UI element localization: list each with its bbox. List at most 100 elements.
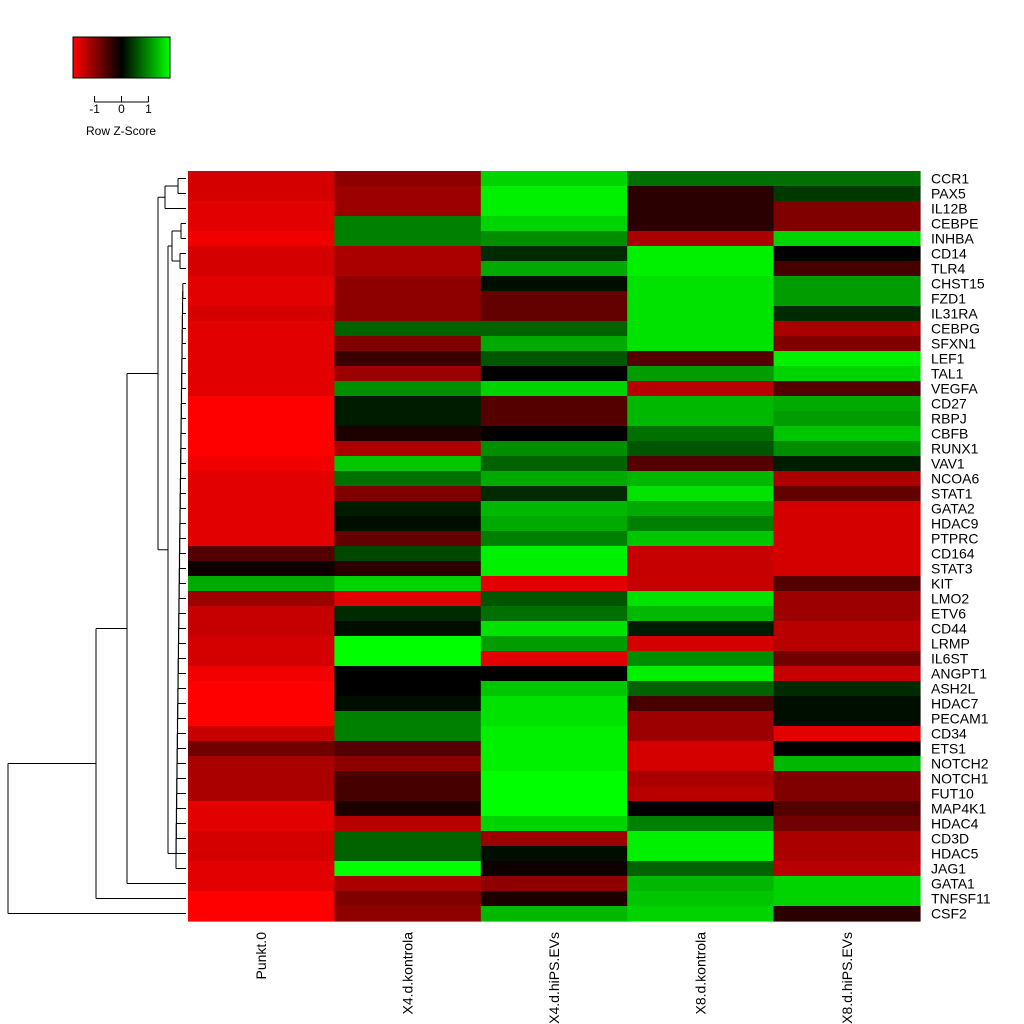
heatmap-cell [334, 366, 482, 382]
heatmap-cell [773, 576, 921, 592]
heatmap-cell [480, 321, 628, 337]
heatmap-cell [334, 711, 482, 727]
heatmap-cell [627, 891, 775, 907]
heatmap-cell [188, 546, 335, 562]
column-label: X8.d.hiPS.EVs [839, 932, 855, 1024]
heatmap-cell [773, 516, 921, 532]
heatmap-cell [188, 336, 335, 352]
heatmap-cell [627, 366, 775, 382]
heatmap-cell [627, 201, 775, 217]
heatmap-cell [480, 426, 628, 442]
heatmap-cell [480, 261, 628, 277]
heatmap-cell [773, 201, 921, 217]
row-label: VEGFA [931, 381, 978, 397]
heatmap-cell [773, 636, 921, 652]
heatmap-cell [188, 396, 335, 412]
heatmap-cell [188, 441, 335, 457]
heatmap-cell [480, 816, 628, 832]
heatmap-cell [188, 786, 335, 802]
heatmap-cell [188, 171, 335, 187]
heatmap-cell [773, 666, 921, 682]
heatmap-cell [627, 831, 775, 847]
row-label: PAX5 [931, 186, 966, 202]
row-label: LMO2 [931, 591, 969, 607]
row-label: HDAC9 [931, 516, 979, 532]
row-label: ETV6 [931, 606, 966, 622]
row-label: PTPRC [931, 531, 978, 547]
legend-color-bar [72, 36, 171, 79]
heatmap-cell [188, 891, 335, 907]
heatmap-cell [773, 336, 921, 352]
heatmap-cell [627, 756, 775, 772]
row-labels: CCR1PAX5IL12BCEBPEINHBACD14TLR4CHST15FZD… [931, 171, 991, 922]
row-label: RBPJ [931, 411, 967, 427]
heatmap-cell [773, 621, 921, 637]
heatmap-cell [480, 876, 628, 892]
row-label: ETS1 [931, 741, 966, 757]
row-label: CD3D [931, 831, 969, 847]
heatmap-cell [627, 726, 775, 742]
heatmap-cell [773, 861, 921, 877]
heatmap-cell [627, 576, 775, 592]
heatmap-cell [188, 216, 335, 232]
heatmap-cell [627, 876, 775, 892]
heatmap-cell [773, 591, 921, 607]
heatmap-cell [480, 351, 628, 367]
heatmap-cell [627, 261, 775, 277]
heatmap-cell [480, 366, 628, 382]
row-label: CBFB [931, 426, 968, 442]
heatmap-cell [773, 801, 921, 817]
heatmap-cell [334, 651, 482, 667]
heatmap-cell [188, 351, 335, 367]
heatmap-cell [334, 726, 482, 742]
row-label: FZD1 [931, 291, 966, 307]
legend-tick-label: 1 [145, 102, 152, 116]
heatmap-cell [480, 696, 628, 712]
heatmap-cell [334, 696, 482, 712]
row-label: CCR1 [931, 171, 969, 187]
heatmap-cell [773, 891, 921, 907]
row-label: GATA1 [931, 876, 975, 892]
row-label: NCOA6 [931, 471, 979, 487]
heatmap-cell [773, 456, 921, 472]
heatmap-cell [334, 606, 482, 622]
heatmap-cell [627, 306, 775, 322]
heatmap-cell [627, 441, 775, 457]
heatmap-cell [334, 786, 482, 802]
heatmap-cell [188, 276, 335, 292]
heatmap-cell [188, 711, 335, 727]
heatmap-cell [627, 786, 775, 802]
heatmap-cell [627, 396, 775, 412]
heatmap-cell [188, 231, 335, 247]
heatmap-cell [627, 591, 775, 607]
heatmap-cell [627, 771, 775, 787]
heatmap-cell [334, 636, 482, 652]
heatmap-cell [334, 891, 482, 907]
heatmap-cell [480, 861, 628, 877]
heatmap-cell [480, 771, 628, 787]
heatmap-cell [627, 321, 775, 337]
row-label: CD44 [931, 621, 967, 637]
row-label: CD164 [931, 546, 975, 562]
row-label: CD14 [931, 246, 967, 262]
heatmap-cell [773, 411, 921, 427]
heatmap-cell [480, 456, 628, 472]
heatmap-cell [334, 246, 482, 262]
heatmap-cell [188, 531, 335, 547]
heatmap-cell [334, 186, 482, 202]
heatmap-cell [334, 426, 482, 442]
row-label: CEBPG [931, 321, 980, 337]
heatmap-cell [188, 246, 335, 262]
column-label: X4.d.hiPS.EVs [546, 932, 562, 1024]
heatmap-cell [480, 531, 628, 547]
heatmap-cell [627, 486, 775, 502]
heatmap-cell [188, 861, 335, 877]
heatmap-cell [188, 681, 335, 697]
heatmap-cell [627, 186, 775, 202]
heatmap-cell [188, 771, 335, 787]
heatmap-cell [627, 681, 775, 697]
row-label: CSF2 [931, 906, 967, 922]
heatmap-cell [773, 741, 921, 757]
heatmap-cell [480, 306, 628, 322]
heatmap-cell [627, 906, 775, 922]
